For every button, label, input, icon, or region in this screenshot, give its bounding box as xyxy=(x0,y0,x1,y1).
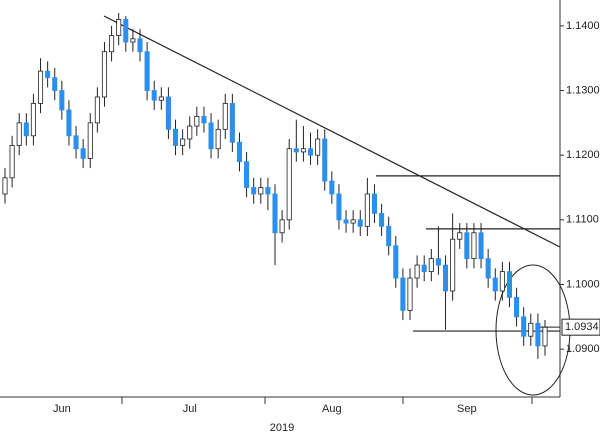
candle-body xyxy=(499,271,505,292)
candle-body xyxy=(144,51,150,91)
candle-body xyxy=(371,193,378,214)
candle-body xyxy=(180,138,186,146)
x-tick-label: Sep xyxy=(457,403,477,415)
candle-body xyxy=(158,96,164,101)
candle-body xyxy=(165,96,171,130)
candle-body xyxy=(258,187,264,195)
candle-body xyxy=(194,115,200,127)
candle-body xyxy=(293,148,299,153)
candle-body xyxy=(229,103,235,143)
candle-body xyxy=(329,180,335,195)
candle-body xyxy=(350,219,356,224)
candle-body xyxy=(45,70,51,78)
month-separators xyxy=(121,397,533,404)
candle-body xyxy=(435,258,441,266)
candle-body xyxy=(528,322,534,337)
candle-body xyxy=(279,219,285,234)
candle-body xyxy=(16,122,22,146)
candle-body xyxy=(123,18,129,43)
candle-body xyxy=(379,212,385,227)
candle-body xyxy=(386,225,392,247)
candle-body xyxy=(201,115,207,124)
candle-body xyxy=(215,128,221,150)
candle-body xyxy=(464,232,470,260)
trend-line xyxy=(103,15,561,248)
last-price-box xyxy=(561,318,600,336)
x-tick-label: Jun xyxy=(53,403,71,415)
candle-body xyxy=(2,177,8,195)
candle-body xyxy=(307,148,314,156)
candle-body xyxy=(109,35,115,53)
candle-body xyxy=(244,161,250,188)
candle-body xyxy=(151,90,157,101)
candle-body xyxy=(393,245,399,279)
candle-body xyxy=(336,193,342,221)
candle-body xyxy=(357,219,363,227)
x-tick-label: Jul xyxy=(183,403,197,415)
candle-body xyxy=(421,264,427,272)
candle-body xyxy=(315,138,321,156)
candle-body xyxy=(37,70,44,104)
candle-body xyxy=(428,258,434,272)
candle-body xyxy=(535,322,541,347)
candle-body xyxy=(66,109,72,137)
candle-body xyxy=(457,232,463,240)
y-tick-label: 1.1300 xyxy=(566,84,600,96)
candle-body xyxy=(322,138,328,182)
y-tick-label: 1.1100 xyxy=(566,214,599,226)
candle-body xyxy=(187,125,193,140)
candle-body xyxy=(52,77,58,91)
candle-body xyxy=(208,122,214,150)
candle-body xyxy=(300,148,306,153)
candle-body xyxy=(94,96,100,124)
candle-body xyxy=(272,193,278,234)
candle-body xyxy=(30,103,36,137)
candle-body xyxy=(265,187,271,195)
candle-body xyxy=(9,145,15,179)
candle-body xyxy=(400,277,406,311)
x-tick-label: Aug xyxy=(322,403,342,415)
candle-body xyxy=(73,135,79,150)
candle-body xyxy=(471,232,477,260)
candle-body xyxy=(407,277,413,311)
candle-body xyxy=(343,219,349,224)
candle-body xyxy=(506,271,513,298)
candle-body xyxy=(542,326,548,347)
candle-body xyxy=(478,232,484,260)
candle-body xyxy=(450,238,456,292)
y-tick-label: 1.1400 xyxy=(566,20,600,32)
candle-body xyxy=(222,103,228,130)
x-axis-label: 2019 xyxy=(270,422,294,434)
candle-body xyxy=(364,193,370,227)
candle-body xyxy=(286,148,292,221)
candle-body xyxy=(130,38,136,43)
candles xyxy=(2,12,548,359)
candle-body xyxy=(251,187,257,195)
y-tick-label: 1.1000 xyxy=(566,278,600,290)
candle-body xyxy=(23,122,29,137)
candle-body xyxy=(87,122,93,159)
candle-body xyxy=(414,264,420,279)
candle-body xyxy=(521,316,527,337)
y-tick-label: 1.1200 xyxy=(566,149,600,161)
candle-body xyxy=(116,18,122,36)
candle-body xyxy=(80,148,86,159)
candle-body xyxy=(59,90,65,111)
candle-body xyxy=(137,38,143,53)
candle-body xyxy=(236,141,243,163)
candle-body xyxy=(514,297,520,318)
candle-body xyxy=(442,264,449,292)
candle-body xyxy=(172,128,179,146)
y-tick-label: 1.0900 xyxy=(566,343,600,355)
last-price-label: 1.0934 xyxy=(565,321,599,333)
candle-body xyxy=(101,51,108,98)
candle-body xyxy=(492,277,498,292)
candle-body xyxy=(485,258,491,279)
